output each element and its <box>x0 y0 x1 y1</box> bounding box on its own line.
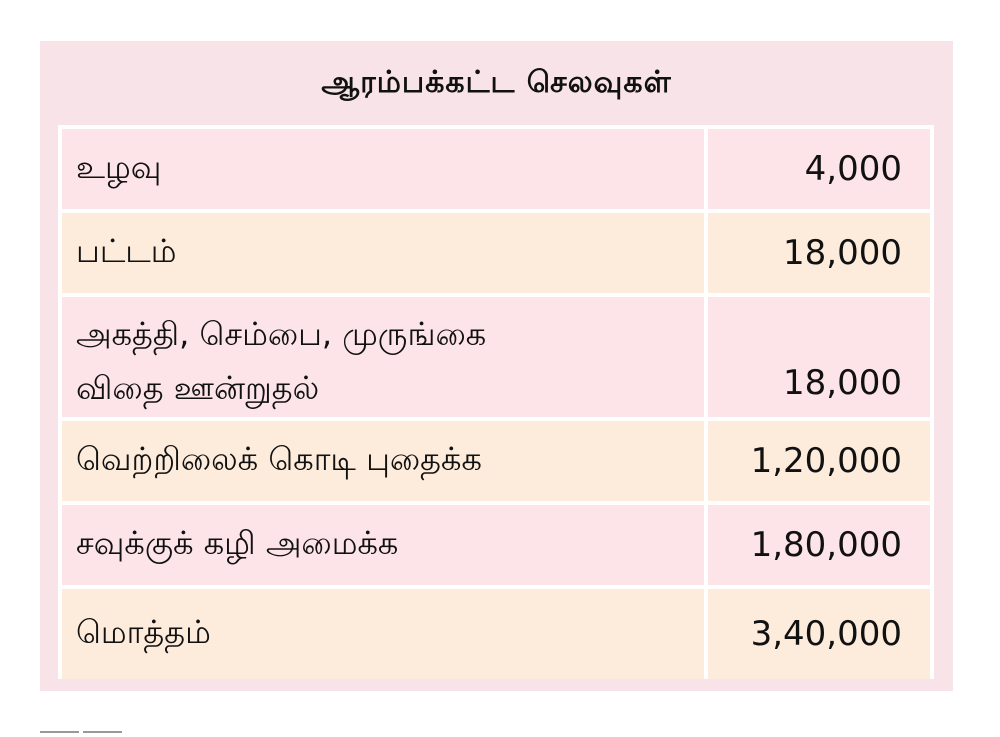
row-label: சவுக்குக் கழி அமைக்க <box>62 505 708 585</box>
table-row: அகத்தி, செம்பை, முருங்கை விதை ஊன்றுதல் 1… <box>62 297 930 421</box>
row-value: 1,80,000 <box>750 525 902 565</box>
table-row: பட்டம் 18,000 <box>62 213 930 297</box>
row-value: 18,000 <box>783 363 902 403</box>
total-value: 3,40,000 <box>750 614 902 654</box>
table-row: சவுக்குக் கழி அமைக்க 1,80,000 <box>62 505 930 589</box>
divider-segment <box>40 731 79 733</box>
table-title: ஆரம்பக்கட்ட செலவுகள் <box>321 65 672 100</box>
footer-divider <box>40 731 122 733</box>
row-value: 4,000 <box>804 149 902 189</box>
row-value: 18,000 <box>783 233 902 273</box>
row-label: அகத்தி, செம்பை, முருங்கை விதை ஊன்றுதல் <box>62 297 708 417</box>
row-label: வெற்றிலைக் கொடி புதைக்க <box>62 421 708 501</box>
table-row: உழவு 4,000 <box>62 129 930 213</box>
row-value: 1,20,000 <box>750 441 902 481</box>
table-row-total: மொத்தம் 3,40,000 <box>62 589 930 679</box>
table-row: வெற்றிலைக் கொடி புதைக்க 1,20,000 <box>62 421 930 505</box>
divider-segment <box>83 731 122 733</box>
row-label: உழவு <box>62 129 708 209</box>
total-label: மொத்தம் <box>62 589 708 679</box>
expenses-card: ஆரம்பக்கட்ட செலவுகள் உழவு 4,000 பட்டம் 1… <box>40 41 953 691</box>
row-label: பட்டம் <box>62 213 708 293</box>
expenses-table: உழவு 4,000 பட்டம் 18,000 அகத்தி, செம்பை,… <box>58 125 934 679</box>
